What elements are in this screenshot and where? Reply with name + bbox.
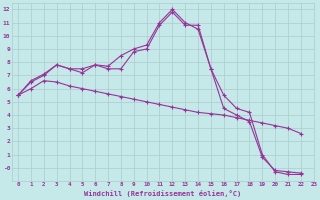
- X-axis label: Windchill (Refroidissement éolien,°C): Windchill (Refroidissement éolien,°C): [84, 190, 241, 197]
